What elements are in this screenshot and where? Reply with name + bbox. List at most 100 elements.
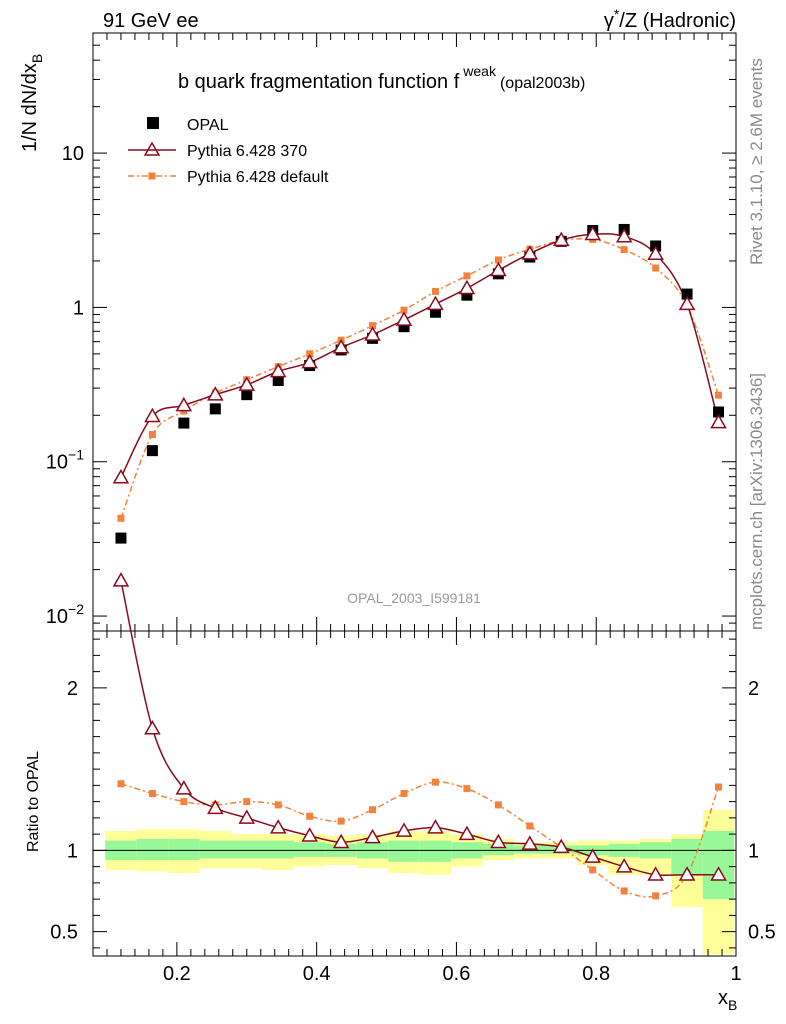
pythia-default-point — [369, 322, 377, 330]
pythia-default-point — [306, 350, 314, 358]
ratio-band-inner-bin — [702, 830, 735, 900]
ratio-band-inner-bin — [231, 840, 263, 859]
ratio-pythia370-point — [395, 822, 413, 837]
pythia370-point — [490, 261, 507, 277]
ratio-pythia-default-point — [243, 798, 251, 806]
ratio-band-inner-bin — [199, 840, 232, 859]
pythia-default-point — [117, 514, 125, 522]
ratio-pythia370-point — [112, 572, 130, 587]
legend-opal-marker — [147, 117, 159, 129]
pythia370-point — [395, 311, 413, 326]
ratio-pythia-default-point — [463, 785, 471, 793]
pythia-default-point — [463, 272, 471, 280]
pythia370-point — [710, 413, 727, 429]
ratio-band-inner-bin — [136, 839, 169, 861]
ratio-pythia370-point — [584, 848, 602, 863]
ratio-pythia370-point — [427, 819, 444, 834]
ratio-pythia-default-point — [117, 780, 125, 788]
x-tick-label: 0.2 — [163, 963, 191, 985]
opal-point — [461, 289, 473, 301]
analysis-watermark: OPAL_2003_I599181 — [347, 590, 481, 606]
pythia370-point — [112, 469, 130, 484]
pythia370-point — [364, 326, 381, 341]
pythia370-point — [521, 245, 539, 260]
pythia370-point — [207, 386, 224, 401]
opal-point — [429, 306, 441, 318]
pythia370-point — [615, 227, 633, 243]
ratio-band-inner-bin — [388, 840, 420, 862]
x-tick-label: 1 — [730, 963, 741, 985]
pythia-default-point — [620, 246, 628, 254]
ratio-y-tick-label-left: 1 — [67, 840, 78, 862]
opal-point — [209, 403, 221, 415]
header-right: γ*/Z (Hadronic) — [604, 6, 736, 32]
ratio-pythia370-point — [175, 780, 193, 795]
main-y-tick-label: 10−2 — [46, 601, 84, 628]
ratio-y-tick-label-left: 2 — [67, 678, 78, 700]
pythia-default-point — [494, 256, 502, 264]
opal-point — [178, 417, 190, 429]
mcplots-label: mcplots.cern.ch [arXiv:1306.3436] — [747, 373, 766, 630]
opal-point — [146, 445, 158, 457]
header-left: 91 GeV ee — [103, 10, 199, 32]
ratio-pythia370-point — [144, 719, 161, 735]
ratio-pythia-default-point — [494, 801, 502, 809]
ratio-pythia-default-point — [337, 817, 345, 825]
pythia-default-point — [431, 287, 439, 295]
ratio-pythia370-point — [332, 833, 350, 849]
ratio-pythia-default-point — [589, 866, 597, 874]
ratio-pythia-default-point — [652, 892, 660, 900]
legend-pythia-default-label: Pythia 6.428 default — [187, 169, 329, 186]
x-tick-label: 0.6 — [443, 963, 471, 985]
ratio-band-inner-bin — [482, 843, 515, 856]
pythia-default-point — [715, 391, 723, 399]
legend-opal-label: OPAL — [187, 117, 229, 134]
ratio-pythia370-point — [521, 835, 539, 850]
ratio-y-tick-label-left: 0.5 — [50, 922, 78, 944]
main-y-tick-label: 1 — [73, 297, 84, 319]
ratio-pythia-default-point — [148, 790, 156, 797]
ratio-y-axis-label: Ratio to OPAL — [25, 751, 42, 852]
x-tick-label: 0.4 — [303, 963, 331, 985]
pythia370-point — [458, 279, 476, 295]
opal-point — [713, 406, 725, 418]
legend-pythia-default-marker — [148, 172, 156, 180]
ratio-pythia370-point — [207, 799, 224, 815]
ratio-y-tick-label-right: 0.5 — [748, 922, 776, 944]
ratio-pythia-default-point — [431, 778, 439, 786]
ratio-pythia370-point — [710, 866, 727, 881]
legend: OPAL Pythia 6.428 370 Pythia 6.428 defau… — [128, 117, 329, 186]
pythia370-point — [238, 376, 256, 391]
ratio-pythia370-point — [238, 809, 256, 824]
pythia370-point — [301, 353, 318, 369]
ratio-pythia370-point — [647, 866, 664, 881]
ratio-pythia370-point — [269, 819, 287, 834]
x-tick-label: 0.8 — [582, 963, 610, 985]
pythia370-point — [427, 295, 444, 311]
ratio-pythia-default-point — [526, 822, 534, 830]
main-y-tick-label: 10 — [62, 143, 84, 165]
ratio-y-tick-label-right: 1 — [748, 840, 759, 862]
chart-title: b quark fragmentation function f weak(opa… — [178, 63, 585, 93]
pythia370-curve — [120, 233, 720, 478]
pythia370-point — [552, 231, 570, 247]
pythia370-point — [269, 362, 287, 378]
ratio-pythia370-point — [301, 827, 318, 842]
ratio-y-tick-label-right: 2 — [748, 678, 759, 700]
ratio-band-inner-bin — [168, 839, 200, 861]
ratio-pythia-default-point — [180, 798, 188, 806]
legend-pythia370-marker — [143, 141, 161, 156]
main-series-layer — [112, 223, 727, 544]
axes-ticks: 10−2 10−1 1 10 0.2 0.4 0.6 0.8 1 0.5 0.5 1 1 2 2 — [46, 32, 776, 985]
ratio-series-layer — [112, 572, 727, 900]
rivet-label: Rivet 3.1.10, ≥ 2.6M events — [747, 58, 766, 265]
ratio-pythia-default-point — [620, 887, 628, 895]
ratio-pythia370-point — [615, 858, 633, 873]
ratio-uncertainty-bands — [105, 809, 735, 955]
opal-point — [115, 532, 127, 544]
pythia-default-point — [148, 431, 156, 439]
ratio-pythia370-point — [678, 866, 696, 881]
legend-pythia370-label: Pythia 6.428 370 — [187, 143, 307, 160]
pythia370-point — [332, 338, 350, 354]
